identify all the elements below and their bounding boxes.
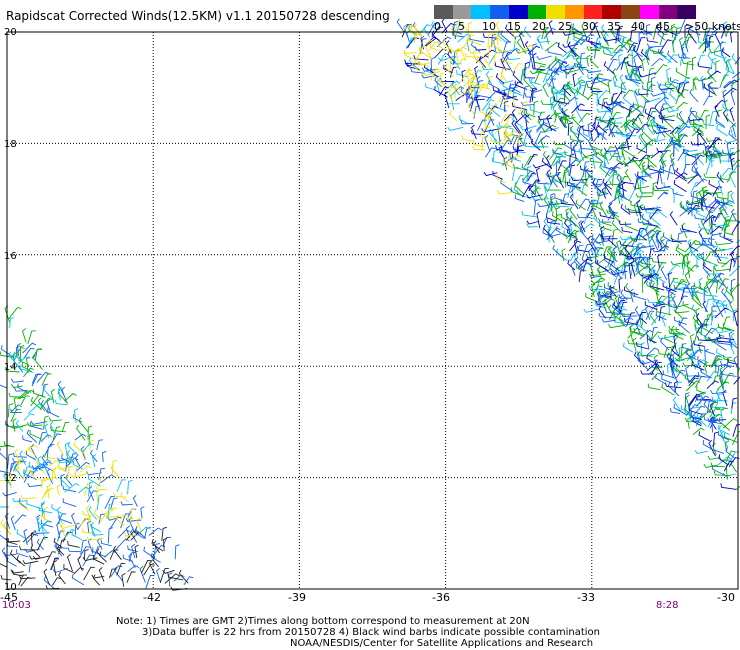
scale-swatch bbox=[583, 5, 603, 19]
scale-swatch bbox=[471, 5, 491, 19]
note-line-2: 3)Data buffer is 22 hrs from 20150728 4)… bbox=[142, 627, 600, 638]
scale-label: 45 bbox=[656, 20, 670, 33]
scale-swatch bbox=[508, 5, 528, 19]
scale-swatch bbox=[527, 5, 547, 19]
lat-label-12: 12 bbox=[4, 473, 17, 484]
lat-label-20: 20 bbox=[4, 27, 17, 38]
lon-label-neg36: -36 bbox=[432, 591, 450, 604]
map-frame bbox=[6, 31, 739, 590]
wind-barb-group bbox=[510, 22, 740, 491]
wind-barbs bbox=[0, 17, 740, 591]
scale-label: 5 bbox=[458, 20, 465, 33]
wind-speed-scale-labels: 0 5 10 15 20 25 30 35 40 45 >50 knots bbox=[434, 20, 740, 34]
scale-swatch bbox=[602, 5, 622, 19]
time-right: 8:28 bbox=[656, 600, 679, 611]
map-title: Rapidscat Corrected Winds(12.5KM) v1.1 2… bbox=[6, 9, 390, 23]
wind-barb-group bbox=[0, 305, 94, 448]
wind-barb-group bbox=[0, 526, 189, 591]
scale-label: 0 bbox=[434, 20, 441, 33]
scale-label: 40 bbox=[631, 20, 645, 33]
scale-label: 30 bbox=[582, 20, 596, 33]
scale-swatch bbox=[490, 5, 509, 19]
note-line-3: NOAA/NESDIS/Center for Satellite Applica… bbox=[290, 638, 594, 649]
time-left: 10:03 bbox=[2, 600, 31, 611]
lat-label-18: 18 bbox=[4, 139, 17, 150]
lon-label-neg45: -45 bbox=[0, 591, 18, 604]
scale-label: 35 bbox=[607, 20, 621, 33]
scale-swatch bbox=[621, 5, 640, 19]
lat-label-16: 16 bbox=[4, 251, 17, 262]
scale-label: 20 bbox=[532, 20, 546, 33]
wind-barb-group bbox=[0, 439, 142, 541]
lon-label-neg30: -30 bbox=[717, 591, 735, 604]
scale-swatch bbox=[658, 5, 678, 19]
scale-swatch bbox=[639, 5, 659, 19]
lat-label-10: 10 bbox=[4, 582, 17, 593]
wind-barb-group bbox=[396, 17, 740, 476]
scale-swatch bbox=[677, 5, 697, 19]
wind-barb-group bbox=[0, 317, 150, 541]
wind-barb-group bbox=[399, 17, 534, 195]
scale-swatch bbox=[452, 5, 472, 19]
scale-swatch bbox=[546, 5, 566, 19]
lon-label-neg42: -42 bbox=[143, 591, 161, 604]
scale-label: >50 knots bbox=[685, 20, 740, 33]
scale-label: 15 bbox=[507, 20, 521, 33]
scale-label: 25 bbox=[558, 20, 572, 33]
lon-label-neg39: -39 bbox=[288, 591, 306, 604]
scale-label: 10 bbox=[482, 20, 496, 33]
lon-label-neg33: -33 bbox=[577, 591, 595, 604]
scale-swatch bbox=[434, 5, 453, 19]
note-line-1: Note: 1) Times are GMT 2)Times along bot… bbox=[116, 616, 530, 627]
wind-speed-scale bbox=[434, 5, 697, 19]
lat-label-14: 14 bbox=[4, 362, 17, 373]
scale-swatch bbox=[565, 5, 584, 19]
wind-barb-group bbox=[401, 18, 740, 490]
